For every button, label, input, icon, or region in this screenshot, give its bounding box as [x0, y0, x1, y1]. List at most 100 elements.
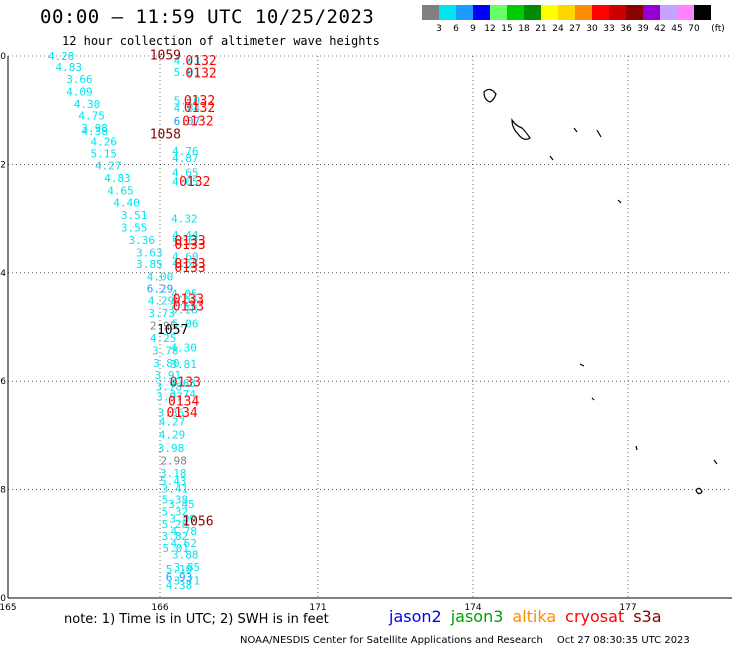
swh-value-label: 3.85 [136, 258, 163, 271]
swh-value-label: 4.40 [113, 196, 140, 209]
legend-swatch [575, 5, 592, 20]
swh-value-label: 3.97 [156, 390, 183, 403]
swh-value-label: 2.95 [150, 319, 177, 332]
swh-value-label: 4.29 [159, 428, 186, 441]
swh-value-label: 3.80 [153, 357, 180, 370]
swh-value-label: 4.76 [172, 145, 199, 158]
legend-label: 42 [654, 24, 666, 34]
island-outline [579, 363, 585, 367]
island-outline [591, 397, 595, 401]
sat-altika: altika [512, 607, 557, 626]
swh-value-label: 5.15 [91, 148, 118, 161]
swh-value-label: 4.05 [172, 175, 199, 188]
time-label: 0132 [185, 54, 216, 69]
swh-value-label: 5.01 [174, 66, 201, 79]
swh-value-label: 3.98 [158, 442, 185, 455]
swh-value-label: 3.66 [66, 73, 93, 86]
swh-value-label: 4.25 [150, 332, 177, 345]
swh-value-label: 3.74 [170, 388, 197, 401]
swh-value-label: 6.93 [166, 571, 193, 584]
chart-title: 00:00 – 11:59 UTC 10/25/2023 [40, 6, 375, 28]
legend-swatch [677, 5, 694, 20]
y-tick-label: -4 [0, 269, 6, 279]
swh-value-label: 6.07 [174, 115, 201, 128]
legend-swatch [439, 5, 456, 20]
swh-value-label: 5.38 [162, 493, 189, 506]
swh-value-label: 5.06 [172, 317, 199, 330]
swh-value-label: 4.58 [172, 257, 199, 270]
swh-value-label: 4.65 [172, 167, 199, 180]
swh-value-label: 3.55 [121, 221, 148, 234]
swh-value-label: 4.30 [170, 342, 197, 355]
legend-swatch [626, 5, 643, 20]
swh-value-label: 3.36 [129, 234, 156, 247]
legend-swatch [643, 5, 660, 20]
legend-label: 33 [603, 24, 615, 34]
legend-label: 21 [535, 24, 547, 34]
swh-value-label: 5.42 [172, 236, 199, 249]
swh-value-label: 5.28 [162, 518, 189, 531]
legend-swatch [694, 5, 711, 20]
swh-value-label: 4.26 [91, 136, 118, 149]
island-outline [635, 445, 638, 451]
swh-value-label: 4.38 [81, 125, 108, 138]
swh-value-label: 3.78 [156, 381, 183, 394]
y-tick-label: -8 [0, 486, 6, 496]
swh-value-label: 4.27 [95, 160, 122, 173]
island-outline [573, 127, 578, 133]
swh-value-label: 3.81 [170, 358, 197, 371]
island-outline [549, 155, 554, 161]
island-outline [596, 129, 602, 138]
swh-value-label: 4.00 [147, 271, 174, 284]
x-tick-label: 165 [0, 603, 17, 613]
swh-value-label: 4.05 [171, 287, 198, 300]
legend-label: 70 [688, 24, 700, 34]
legend-unit: (ft) [711, 24, 725, 34]
time-label: 0132 [179, 175, 210, 190]
time-label: 1056 [182, 515, 213, 530]
credit-text: NOAA/NESDIS Center for Satellite Applica… [240, 635, 543, 646]
time-label: 1059 [150, 49, 181, 64]
legend-label: 45 [671, 24, 683, 34]
swh-value-label: 5.43 [160, 475, 187, 488]
time-label: 0134 [168, 394, 199, 409]
swh-value-label: 4.87 [172, 152, 199, 165]
swh-value-label: 3.71 [174, 575, 201, 588]
chart-subtitle: 12 hour collection of altimeter wave hei… [62, 34, 380, 48]
swh-value-label: 3.85 [174, 561, 201, 574]
swh-value-label: 4.38 [166, 579, 193, 592]
sat-cryosat: cryosat [565, 607, 625, 626]
swh-value-label: 3.18 [160, 467, 187, 480]
legend-swatch [456, 5, 473, 20]
legend-label: 30 [586, 24, 598, 34]
swh-value-label: 3.41 [162, 483, 189, 496]
legend-label: 9 [470, 24, 476, 34]
swh-value-label: 6.29 [147, 283, 174, 296]
legend-label: 39 [637, 24, 649, 34]
legend-swatch [507, 5, 524, 20]
swh-value-label: 5.10 [166, 563, 193, 576]
swh-value-label: 4.44 [172, 229, 199, 242]
swh-value-label: 3.82 [162, 530, 189, 543]
legend-swatch [541, 5, 558, 20]
footer-credit: NOAA/NESDIS Center for Satellite Applica… [240, 635, 690, 646]
swh-value-label: 4.43 [174, 54, 201, 67]
swh-value-label: 3.91 [155, 369, 182, 382]
legend-label: 6 [453, 24, 459, 34]
time-label: 0132 [185, 66, 216, 81]
island-outline [713, 459, 718, 465]
time-label: 0133 [173, 292, 204, 307]
swh-value-label: 4.83 [56, 61, 83, 74]
y-tick-label: 0 [0, 52, 6, 62]
swh-value-label: 4.75 [78, 110, 105, 123]
legend-label: 18 [518, 24, 530, 34]
time-label: 0132 [182, 115, 213, 130]
legend-swatch [609, 5, 626, 20]
swh-value-label: 4.29 [148, 295, 175, 308]
legend-label: 24 [552, 24, 564, 34]
swh-value-label: 4.62 [170, 537, 197, 550]
legend-swatch [473, 5, 490, 20]
swh-value-label: 4.78 [170, 525, 197, 538]
legend-label: 27 [569, 24, 581, 34]
